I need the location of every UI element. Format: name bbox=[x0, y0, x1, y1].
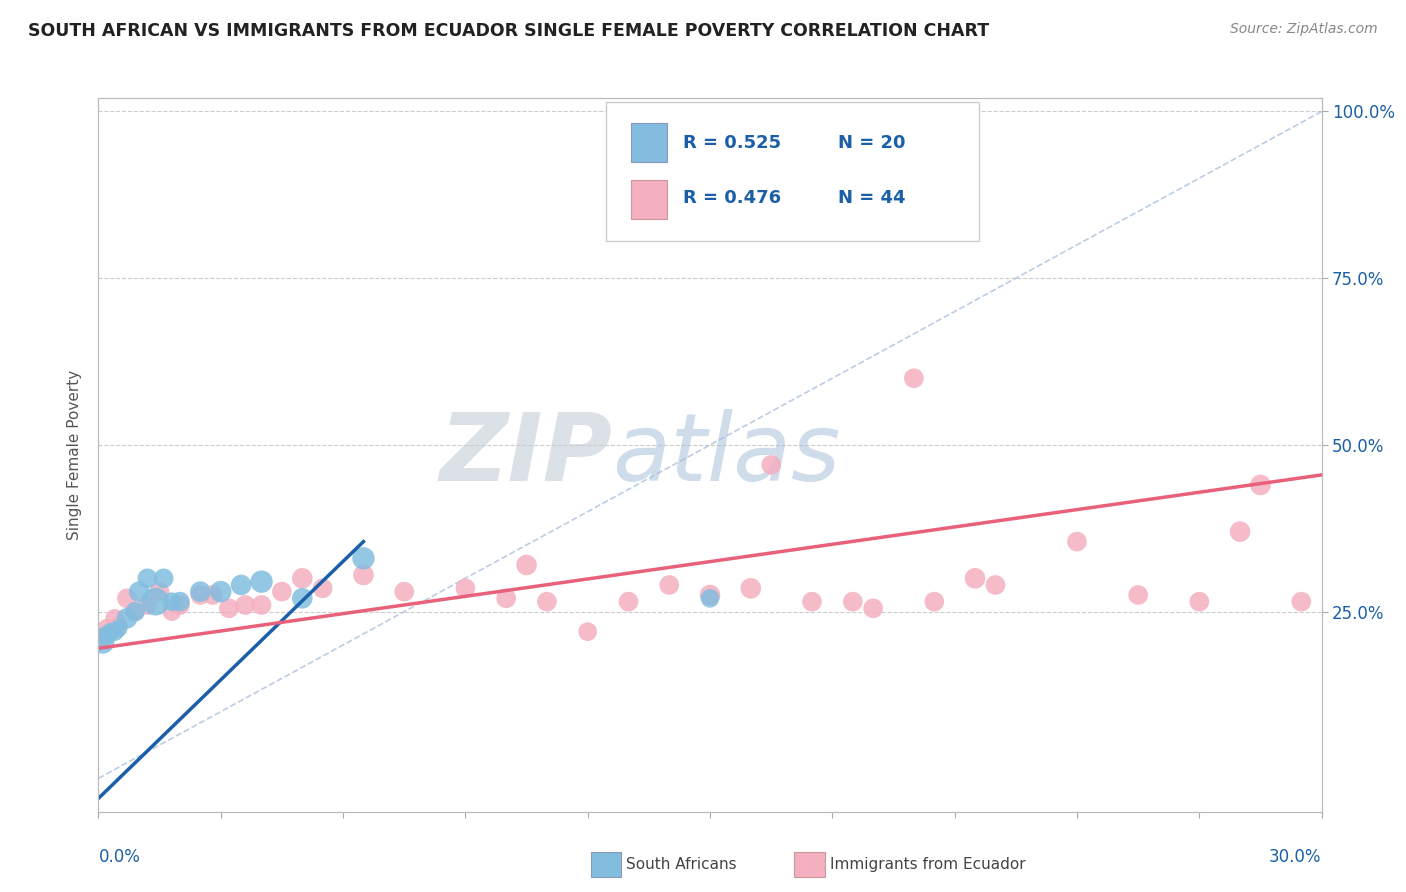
Point bbox=[91, 632, 114, 646]
Point bbox=[352, 551, 374, 566]
Point bbox=[250, 598, 273, 612]
Point bbox=[312, 582, 335, 596]
Point bbox=[188, 588, 212, 602]
Text: atlas: atlas bbox=[612, 409, 841, 500]
FancyBboxPatch shape bbox=[630, 180, 668, 219]
Point bbox=[100, 624, 122, 639]
Point bbox=[250, 574, 273, 589]
Point bbox=[1249, 478, 1271, 492]
Point bbox=[699, 591, 721, 606]
Point bbox=[128, 584, 150, 599]
Point bbox=[136, 598, 159, 612]
Point bbox=[699, 588, 721, 602]
Point bbox=[576, 624, 599, 639]
Point bbox=[145, 594, 167, 608]
Point bbox=[454, 582, 477, 596]
Point bbox=[160, 605, 183, 619]
Text: ZIP: ZIP bbox=[439, 409, 612, 501]
Text: 30.0%: 30.0% bbox=[1270, 848, 1322, 866]
Point bbox=[91, 634, 114, 648]
Point bbox=[984, 578, 1007, 592]
Point bbox=[169, 594, 191, 608]
Point bbox=[160, 594, 183, 608]
Text: SOUTH AFRICAN VS IMMIGRANTS FROM ECUADOR SINGLE FEMALE POVERTY CORRELATION CHART: SOUTH AFRICAN VS IMMIGRANTS FROM ECUADOR… bbox=[28, 22, 990, 40]
Point bbox=[392, 584, 416, 599]
Point bbox=[801, 594, 824, 608]
Text: N = 20: N = 20 bbox=[838, 134, 905, 152]
Point bbox=[152, 571, 174, 585]
Text: R = 0.525: R = 0.525 bbox=[683, 134, 782, 152]
Point bbox=[1188, 594, 1211, 608]
Point bbox=[96, 621, 118, 635]
Point bbox=[1291, 594, 1313, 608]
Point bbox=[231, 578, 253, 592]
Point bbox=[1229, 524, 1251, 539]
Point bbox=[1066, 534, 1088, 549]
Point bbox=[291, 591, 314, 606]
Point bbox=[841, 594, 863, 608]
Y-axis label: Single Female Poverty: Single Female Poverty bbox=[67, 370, 83, 540]
Point bbox=[108, 621, 131, 635]
Point bbox=[761, 458, 783, 472]
Point bbox=[270, 584, 294, 599]
Point bbox=[516, 558, 538, 572]
Point bbox=[188, 584, 212, 599]
Text: N = 44: N = 44 bbox=[838, 189, 905, 207]
Point bbox=[104, 611, 127, 625]
Point bbox=[136, 571, 159, 585]
Point bbox=[209, 584, 232, 599]
Point bbox=[903, 371, 925, 385]
Point bbox=[352, 568, 374, 582]
Point bbox=[965, 571, 987, 585]
Point bbox=[495, 591, 517, 606]
Point bbox=[115, 611, 138, 625]
Point bbox=[617, 594, 640, 608]
Point bbox=[1128, 588, 1150, 602]
Point bbox=[536, 594, 558, 608]
Point bbox=[124, 605, 146, 619]
Text: 0.0%: 0.0% bbox=[98, 848, 141, 866]
Point bbox=[233, 598, 256, 612]
Point bbox=[658, 578, 681, 592]
Point bbox=[740, 582, 762, 596]
Point bbox=[96, 628, 118, 642]
Point bbox=[124, 605, 146, 619]
Point bbox=[115, 591, 138, 606]
Point bbox=[922, 594, 945, 608]
FancyBboxPatch shape bbox=[630, 123, 668, 162]
Point bbox=[149, 584, 172, 599]
Point bbox=[169, 598, 191, 612]
Point bbox=[862, 601, 884, 615]
Point bbox=[104, 624, 127, 639]
Point bbox=[291, 571, 314, 585]
FancyBboxPatch shape bbox=[606, 102, 979, 241]
Text: Immigrants from Ecuador: Immigrants from Ecuador bbox=[830, 857, 1025, 871]
Text: Source: ZipAtlas.com: Source: ZipAtlas.com bbox=[1230, 22, 1378, 37]
Text: R = 0.476: R = 0.476 bbox=[683, 189, 782, 207]
Text: South Africans: South Africans bbox=[626, 857, 737, 871]
Point bbox=[218, 601, 240, 615]
Point bbox=[108, 618, 131, 632]
Point bbox=[100, 624, 122, 639]
Point bbox=[201, 588, 224, 602]
